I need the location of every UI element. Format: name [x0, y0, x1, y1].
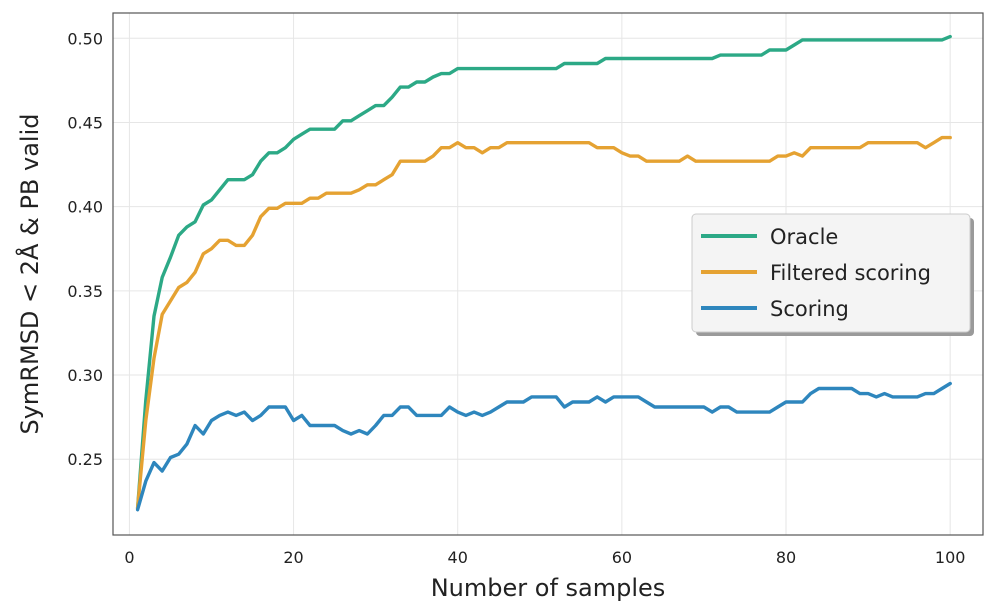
legend-box [691, 213, 971, 333]
y-axis-title: SymRMSD < 2Å & PB valid [15, 114, 44, 435]
legend-label-oracle: Oracle [770, 225, 838, 249]
y-tick-label: 0.50 [67, 29, 103, 48]
y-tick-label: 0.25 [67, 450, 103, 469]
series-lines [135, 34, 952, 512]
y-tick-label: 0.35 [67, 282, 103, 301]
x-tick-label: 100 [935, 548, 966, 567]
y-tick-label: 0.40 [67, 198, 103, 217]
series-line-oracle [135, 34, 952, 510]
grid [113, 13, 983, 535]
series-line-filtered-scoring [135, 135, 952, 510]
series-line-scoring [135, 381, 952, 512]
legend-label-filtered-scoring: Filtered scoring [770, 261, 931, 285]
y-tick-label: 0.30 [67, 366, 103, 385]
legend-label-scoring: Scoring [770, 297, 849, 321]
legend: Oracle Filtered scoring Scoring [691, 213, 974, 336]
y-tick-label: 0.45 [67, 113, 103, 132]
x-tick-label: 0 [124, 548, 134, 567]
tick-labels: 0 20 40 60 80 100 0.25 0.30 0.35 0.40 0.45 0.50 [67, 29, 965, 567]
legend-entries: Oracle Filtered scoring Scoring [701, 225, 931, 321]
x-tick-label: 20 [283, 548, 303, 567]
x-tick-label: 80 [776, 548, 796, 567]
x-tick-label: 40 [448, 548, 468, 567]
plot-frame [112, 12, 984, 536]
x-tick-label: 60 [612, 548, 632, 567]
x-axis-title: Number of samples [431, 574, 666, 602]
